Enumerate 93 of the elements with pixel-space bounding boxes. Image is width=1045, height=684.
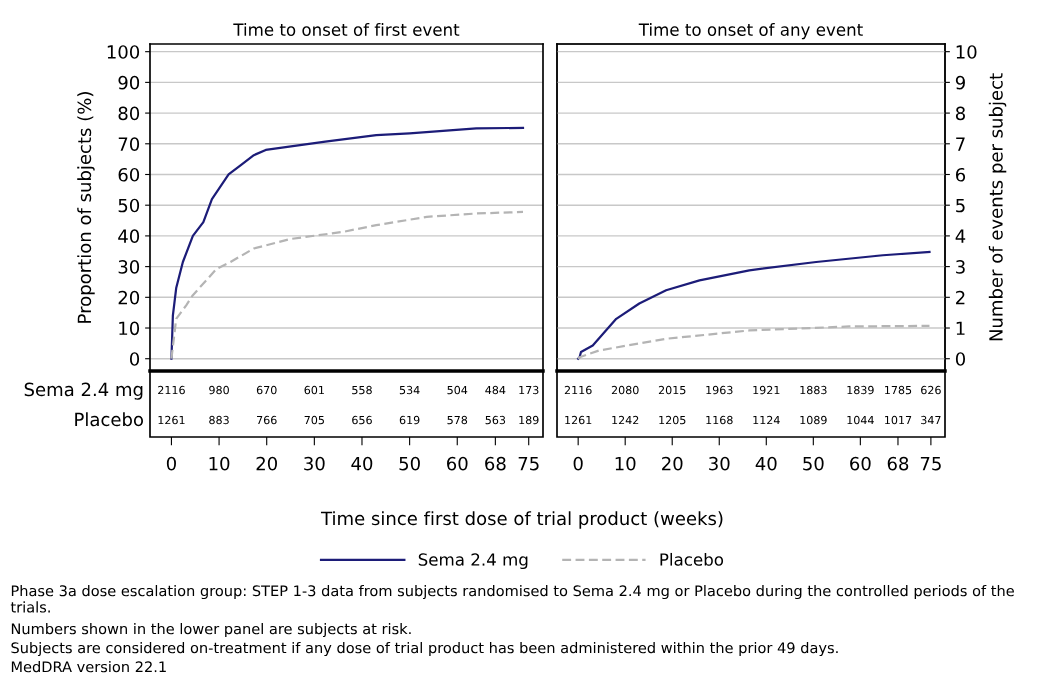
text: Subjects are considered on-treatment if any dose of trial product has been administered within the prior 49 days. — [11, 642, 838, 657]
x-tick-label: 40 — [351, 456, 373, 471]
x-tick-label: 50 — [399, 456, 420, 471]
y-tick-label: 50 — [118, 198, 140, 213]
x-tick-label: 20 — [256, 456, 277, 471]
text: 883 — [209, 415, 229, 425]
y2-axis-title: Number of events per subject — [988, 73, 1007, 341]
x-axis-title: Time since first dose of trial product (weeks) — [320, 511, 723, 529]
text: 670 — [256, 385, 277, 395]
text: 1017 — [885, 415, 912, 425]
text: 766 — [257, 415, 277, 425]
text: 2116 — [158, 385, 185, 395]
text: 1785 — [885, 385, 912, 395]
y2-tick-label: 1 — [956, 321, 965, 335]
y-tick-label: 40 — [118, 229, 140, 244]
y-tick-label: 60 — [118, 167, 140, 182]
y-tick-label: 30 — [118, 260, 140, 274]
y2-tick-label: 3 — [956, 260, 965, 274]
x-tick-label: 68 — [887, 456, 909, 471]
y2-tick-label: 9 — [955, 75, 965, 90]
text: 980 — [209, 385, 229, 395]
line-series — [577, 250, 931, 360]
line-series — [577, 324, 931, 360]
text: MedDRA version 22.1 — [11, 661, 166, 673]
y2-tick-label: 7 — [956, 137, 965, 151]
y2-tick-label: 8 — [955, 106, 965, 121]
x-tick-label: 20 — [662, 456, 683, 471]
y-tick-label: 20 — [118, 290, 140, 305]
text: 1839 — [847, 385, 874, 395]
text: 1205 — [659, 415, 686, 425]
x-tick-label: 50 — [803, 456, 824, 471]
line-series — [170, 126, 525, 360]
y2-tick-label: 4 — [955, 229, 966, 243]
text: 1168 — [706, 415, 733, 425]
text: Sema 2.4 mg — [24, 382, 143, 400]
text: 534 — [399, 385, 420, 395]
text: 1242 — [612, 415, 639, 425]
text: 2015 — [658, 385, 686, 395]
text: 619 — [399, 415, 420, 425]
text: 578 — [447, 415, 468, 425]
text: 626 — [921, 385, 941, 395]
chart-title: Time to onset of first event — [233, 23, 460, 36]
text: 189 — [519, 415, 539, 425]
y2-tick-label: 6 — [955, 167, 966, 182]
y2-tick-label: 0 — [955, 352, 966, 366]
y-tick-label: 10 — [119, 321, 140, 336]
text: 1261 — [565, 415, 592, 425]
text: 173 — [519, 385, 539, 395]
text: 656 — [352, 415, 372, 425]
x-tick-label: 68 — [485, 456, 506, 471]
x-tick-label: 75 — [920, 457, 941, 471]
y-tick-label: 90 — [118, 75, 140, 90]
text: 504 — [447, 385, 468, 395]
y-tick-label: 0 — [129, 352, 140, 366]
y-tick-label: 80 — [118, 106, 140, 121]
x-tick-label: 10 — [209, 456, 230, 471]
text: 1089 — [800, 415, 827, 425]
y2-tick-label: 2 — [956, 290, 965, 305]
text: Placebo — [75, 412, 144, 427]
y-axis-title: Proportion of subjects (%) — [77, 92, 95, 323]
y-tick-label: 100 — [107, 45, 140, 59]
text: Phase 3a dose escalation group: STEP 1-3 data from subjects randomised to Sema 2.4 mg or Placebo during the controlled periods of the trials. — [10, 585, 1014, 613]
text: 347 — [921, 415, 941, 425]
text: 558 — [352, 385, 372, 395]
x-tick-label: 0 — [573, 456, 583, 471]
chart-title: Time to onset of any event — [638, 23, 863, 40]
text: 1261 — [158, 415, 185, 425]
text: 484 — [485, 385, 506, 395]
text: Numbers shown in the lower panel are subjects at risk. — [11, 623, 411, 638]
legend-label: Sema 2.4 mg — [418, 553, 528, 570]
x-tick-label: 30 — [709, 456, 730, 471]
text: 2116 — [564, 385, 592, 395]
y-tick-label: 70 — [118, 137, 140, 151]
x-tick-label: 10 — [615, 456, 636, 471]
x-tick-label: 40 — [755, 456, 777, 471]
text: 1921 — [753, 385, 780, 395]
text: 563 — [485, 415, 506, 425]
text: 705 — [304, 415, 324, 425]
text: 1883 — [800, 385, 827, 395]
x-tick-label: 60 — [447, 456, 468, 471]
x-tick-label: 30 — [304, 456, 325, 471]
text: 1124 — [753, 415, 780, 425]
text: 601 — [304, 385, 324, 395]
legend-label: Placebo — [660, 552, 724, 566]
x-tick-label: 60 — [850, 456, 871, 471]
y2-tick-label: 5 — [956, 198, 965, 213]
x-tick-label: 75 — [518, 457, 539, 471]
text: 1963 — [706, 385, 733, 395]
line-series — [170, 210, 525, 360]
text: 1044 — [847, 415, 874, 425]
x-tick-label: 0 — [166, 456, 176, 471]
text: 2080 — [611, 385, 639, 395]
y2-tick-label: 10 — [956, 45, 977, 59]
